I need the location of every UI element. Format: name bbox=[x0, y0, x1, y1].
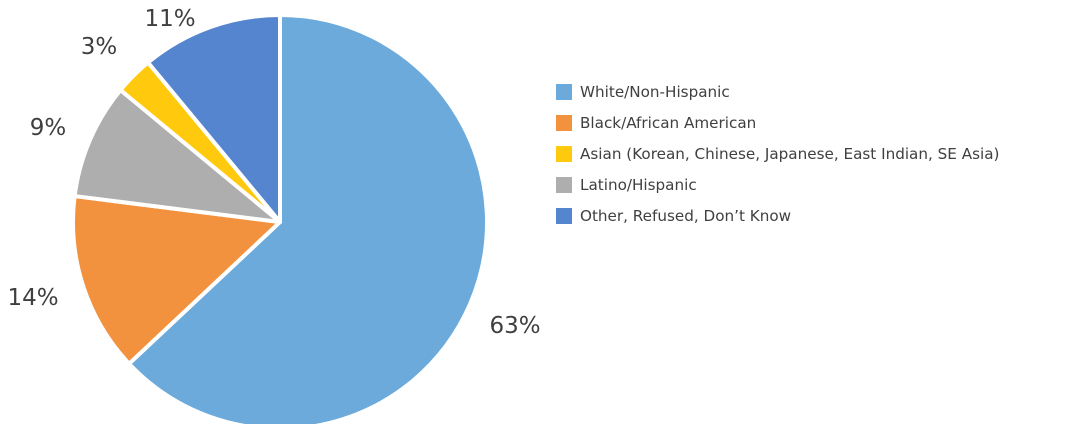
pie-slice-1 bbox=[71, 194, 282, 366]
pie-slice-0 bbox=[127, 13, 489, 424]
legend-label-1: Black/African American bbox=[580, 114, 757, 132]
pie-data-labels: 63% 14% 9% 3% 11% bbox=[7, 6, 540, 339]
legend-label-3: Latino/Hispanic bbox=[580, 176, 697, 194]
legend-label-0: White/Non-Hispanic bbox=[580, 83, 730, 101]
data-label-1: 14% bbox=[7, 285, 58, 311]
data-label-2: 3% bbox=[81, 34, 118, 60]
data-label-4: 11% bbox=[144, 6, 195, 32]
legend-item-1: Black/African American bbox=[556, 113, 999, 133]
legend-swatch-2 bbox=[556, 146, 572, 162]
legend-item-3: Latino/Hispanic bbox=[556, 175, 999, 195]
legend-swatch-0 bbox=[556, 84, 572, 100]
legend-swatch-4 bbox=[556, 208, 572, 224]
pie-slice-3 bbox=[72, 88, 282, 224]
data-label-0: 63% bbox=[489, 313, 540, 339]
legend-item-0: White/Non-Hispanic bbox=[556, 82, 999, 102]
legend-swatch-3 bbox=[556, 177, 572, 193]
legend-label-2: Asian (Korean, Chinese, Japanese, East I… bbox=[580, 145, 1000, 163]
data-label-3: 9% bbox=[30, 115, 67, 141]
legend-item-4: Other, Refused, Don’t Know bbox=[556, 206, 999, 226]
legend-item-2: Asian (Korean, Chinese, Japanese, East I… bbox=[556, 144, 999, 164]
legend-swatch-1 bbox=[556, 115, 572, 131]
legend-label-4: Other, Refused, Don’t Know bbox=[580, 207, 792, 225]
legend: White/Non-Hispanic Black/African American… bbox=[556, 82, 999, 237]
pie-slice-4 bbox=[146, 13, 282, 224]
pie-slices bbox=[71, 13, 489, 424]
